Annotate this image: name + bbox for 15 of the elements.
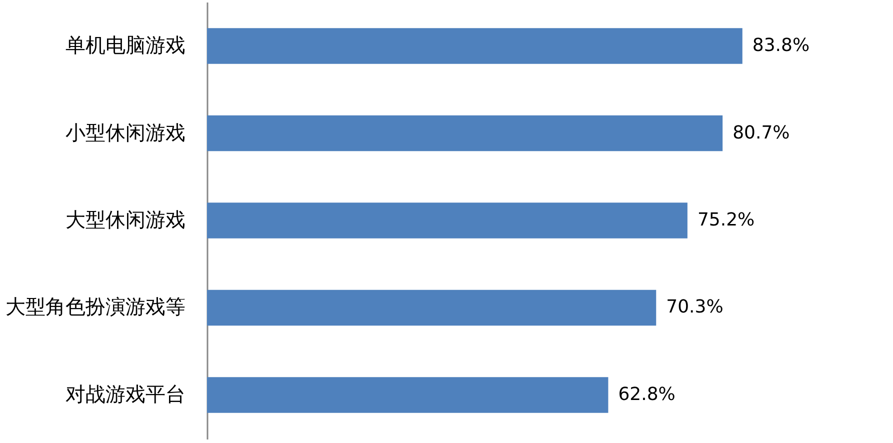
bar bbox=[207, 290, 656, 326]
y-tick-label: 大型角色扮演游戏等 bbox=[6, 294, 186, 319]
y-tick-label: 小型休闲游戏 bbox=[66, 120, 186, 144]
bar bbox=[207, 28, 742, 64]
data-label: 80.7% bbox=[732, 122, 790, 144]
bar bbox=[207, 377, 608, 413]
bar bbox=[207, 115, 723, 152]
bar bbox=[207, 202, 688, 238]
y-tick-label: 对战游戏平台 bbox=[66, 382, 186, 406]
y-tick-label: 大型休闲游戏 bbox=[66, 208, 186, 232]
data-label: 83.8% bbox=[752, 35, 810, 56]
data-label: 70.3% bbox=[666, 296, 724, 318]
data-label: 75.2% bbox=[697, 210, 755, 230]
data-label: 62.8% bbox=[618, 384, 676, 405]
y-tick-label: 单机电脑游戏 bbox=[66, 33, 186, 58]
